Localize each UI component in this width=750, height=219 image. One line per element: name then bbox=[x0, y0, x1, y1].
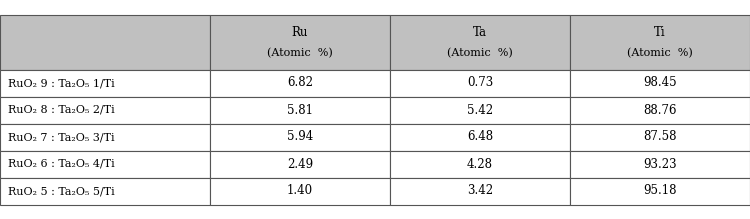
Text: 5.81: 5.81 bbox=[287, 104, 313, 117]
Text: 93.23: 93.23 bbox=[644, 157, 676, 171]
Bar bbox=[390, 150, 570, 178]
Bar bbox=[390, 97, 570, 124]
Bar bbox=[390, 69, 570, 97]
Text: 6.82: 6.82 bbox=[287, 76, 313, 90]
Text: RuO₂ 9 : Ta₂O₅ 1/Ti: RuO₂ 9 : Ta₂O₅ 1/Ti bbox=[8, 78, 115, 88]
Text: 1.40: 1.40 bbox=[287, 184, 313, 198]
Text: 5.94: 5.94 bbox=[286, 131, 314, 143]
Bar bbox=[210, 124, 390, 150]
Text: RuO₂ 6 : Ta₂O₅ 4/Ti: RuO₂ 6 : Ta₂O₅ 4/Ti bbox=[8, 159, 115, 169]
Text: 4.28: 4.28 bbox=[467, 157, 493, 171]
Bar bbox=[570, 124, 750, 150]
Bar bbox=[570, 97, 750, 124]
Text: RuO₂ 7 : Ta₂O₅ 3/Ti: RuO₂ 7 : Ta₂O₅ 3/Ti bbox=[8, 132, 115, 142]
Bar bbox=[0, 14, 210, 69]
Text: 5.42: 5.42 bbox=[467, 104, 493, 117]
Bar bbox=[570, 178, 750, 205]
Bar bbox=[210, 178, 390, 205]
Bar bbox=[210, 14, 390, 69]
Text: Ti: Ti bbox=[654, 26, 666, 39]
Bar bbox=[570, 150, 750, 178]
Bar bbox=[210, 97, 390, 124]
Text: Ta: Ta bbox=[473, 26, 487, 39]
Bar bbox=[0, 124, 210, 150]
Bar bbox=[570, 14, 750, 69]
Text: 0.73: 0.73 bbox=[466, 76, 494, 90]
Bar bbox=[390, 124, 570, 150]
Text: 95.18: 95.18 bbox=[644, 184, 676, 198]
Bar bbox=[0, 97, 210, 124]
Text: 3.42: 3.42 bbox=[467, 184, 493, 198]
Text: 6.48: 6.48 bbox=[467, 131, 493, 143]
Text: RuO₂ 8 : Ta₂O₅ 2/Ti: RuO₂ 8 : Ta₂O₅ 2/Ti bbox=[8, 105, 115, 115]
Bar bbox=[390, 14, 570, 69]
Bar bbox=[0, 178, 210, 205]
Text: (Atomic  %): (Atomic %) bbox=[267, 48, 333, 58]
Text: Ru: Ru bbox=[292, 26, 308, 39]
Bar bbox=[390, 178, 570, 205]
Text: 87.58: 87.58 bbox=[644, 131, 676, 143]
Bar bbox=[210, 150, 390, 178]
Text: (Atomic  %): (Atomic %) bbox=[627, 48, 693, 58]
Text: (Atomic  %): (Atomic %) bbox=[447, 48, 513, 58]
Text: RuO₂ 5 : Ta₂O₅ 5/Ti: RuO₂ 5 : Ta₂O₅ 5/Ti bbox=[8, 186, 115, 196]
Text: 2.49: 2.49 bbox=[287, 157, 313, 171]
Bar bbox=[0, 69, 210, 97]
Text: 98.45: 98.45 bbox=[644, 76, 676, 90]
Text: 88.76: 88.76 bbox=[644, 104, 676, 117]
Bar bbox=[0, 150, 210, 178]
Bar bbox=[210, 69, 390, 97]
Bar bbox=[570, 69, 750, 97]
